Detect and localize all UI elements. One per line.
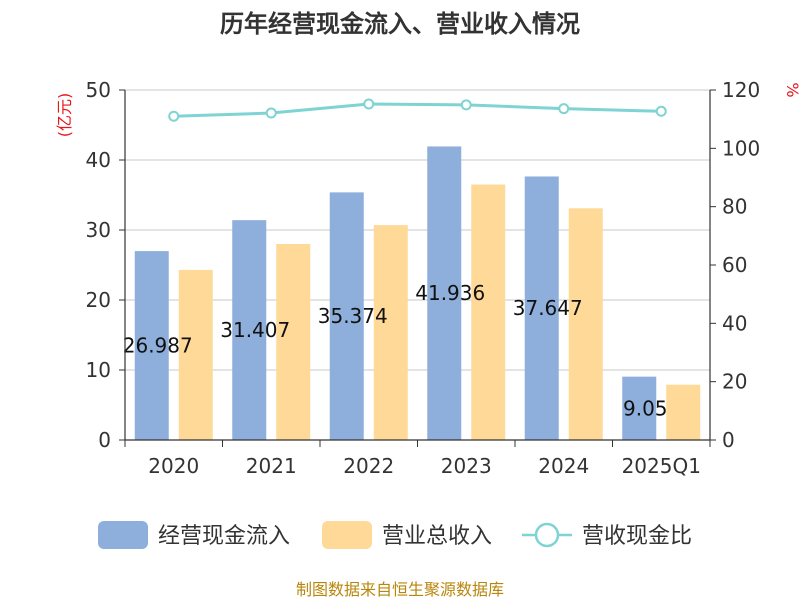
y-right-tick-label: 0 xyxy=(722,428,735,452)
bar xyxy=(276,244,311,440)
data-labels: 26.987 31.407 35.374 41.936 37.647 9.05 xyxy=(123,281,668,420)
data-label: 35.374 xyxy=(318,304,388,328)
x-tick-label: 2022 xyxy=(343,454,394,478)
y-right-tick-label: 20 xyxy=(722,370,747,394)
bar xyxy=(471,184,506,440)
y-right-tick-label: 40 xyxy=(722,311,747,335)
line-point xyxy=(655,105,667,117)
line-point xyxy=(363,98,375,110)
bar xyxy=(568,208,603,440)
x-tick-label: 2020 xyxy=(148,454,199,478)
line-point xyxy=(460,99,472,111)
bar xyxy=(427,146,462,440)
y-right-unit: % xyxy=(783,82,800,97)
x-tick-label: 2021 xyxy=(246,454,297,478)
line-point xyxy=(265,107,277,119)
y-left-tick-label: 30 xyxy=(86,218,111,242)
ratio-line xyxy=(168,98,667,122)
legend-label: 营收现金比 xyxy=(582,524,692,549)
bars xyxy=(134,146,701,440)
data-label: 26.987 xyxy=(123,334,193,358)
y-right-tick-label: 80 xyxy=(722,195,747,219)
chart-title: 历年经营现金流入、营业收入情况 xyxy=(220,10,580,38)
x-tick-label: 2023 xyxy=(441,454,492,478)
axes: 0 10 20 30 40 50 0 20 40 60 80 100 120 2020 2021 2022 20… xyxy=(86,78,761,478)
legend-marker xyxy=(534,522,560,548)
y-left-tick-label: 10 xyxy=(86,358,111,382)
legend-swatch xyxy=(98,521,148,549)
y-right-tick-label: 60 xyxy=(722,253,747,277)
legend-label: 营业总收入 xyxy=(382,524,492,549)
ratio-line-path xyxy=(173,102,662,118)
y-right-tick-label: 120 xyxy=(722,78,760,102)
data-label: 41.936 xyxy=(415,281,485,305)
bar xyxy=(178,269,213,440)
grid-lines xyxy=(125,89,710,371)
legend: 经营现金流入 营业总收入 营收现金比 xyxy=(98,521,692,549)
bar xyxy=(329,192,364,440)
legend-label: 经营现金流入 xyxy=(158,524,290,549)
y-left-tick-label: 40 xyxy=(86,148,111,172)
y-left-tick-label: 20 xyxy=(86,288,111,312)
bar xyxy=(666,384,701,440)
x-tick-label: 2024 xyxy=(538,454,589,478)
data-label: 37.647 xyxy=(513,296,583,320)
source-note: 制图数据来自恒生聚源数据库 xyxy=(296,580,504,599)
x-tick-label: 2025Q1 xyxy=(622,454,701,478)
y-left-tick-label: 0 xyxy=(98,428,111,452)
data-label: 31.407 xyxy=(220,318,290,342)
legend-swatch xyxy=(322,521,372,549)
bar xyxy=(232,220,267,440)
bar xyxy=(373,225,408,440)
bar xyxy=(622,376,657,440)
y-left-unit: (亿元) xyxy=(55,93,74,138)
bar xyxy=(134,251,169,440)
data-label: 9.05 xyxy=(623,396,668,420)
y-right-tick-label: 100 xyxy=(722,136,760,160)
bar xyxy=(524,176,559,440)
y-left-tick-label: 50 xyxy=(86,78,111,102)
line-point xyxy=(168,110,180,122)
line-point xyxy=(558,103,570,115)
